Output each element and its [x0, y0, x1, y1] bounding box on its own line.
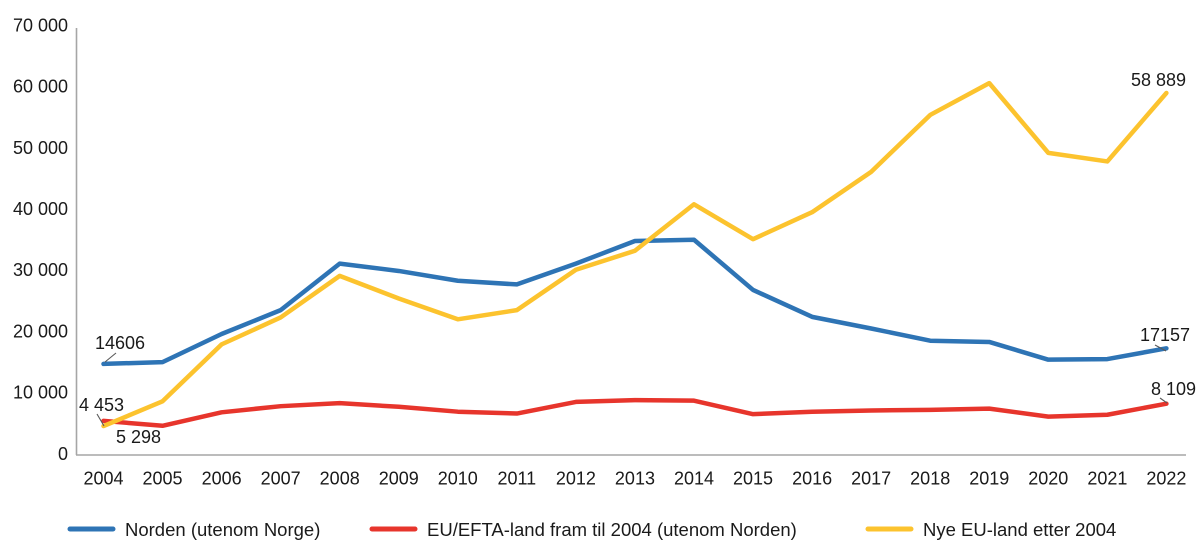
x-tick-label: 2009 [379, 469, 419, 489]
legend-item-3: Nye EU-land etter 2004 [865, 519, 1116, 540]
x-tick-label: 2013 [615, 469, 655, 489]
series-line-1 [101, 237, 1169, 367]
legend-item-2: EU/EFTA-land fram til 2004 (utenom Norde… [369, 519, 797, 540]
x-tick-label: 2019 [969, 469, 1009, 489]
y-tick-label: 30 000 [13, 260, 68, 280]
x-tick-label: 2015 [733, 469, 773, 489]
x-axis-tick-labels: 2004 2005 2006 2007 2008 2009 2010 2011 2012 2013… [83, 469, 1186, 489]
legend-item-1: Norden (utenom Norge) [67, 519, 320, 540]
x-tick-label: 2006 [202, 469, 242, 489]
series-line-2 [101, 397, 1169, 429]
axes [75, 28, 1186, 456]
y-axis-tick-labels: 0 10 000 20 000 30 000 40 000 50 000 60 000 70 … [13, 16, 68, 464]
data-label: 14606 [95, 333, 145, 353]
legend-label: Norden (utenom Norge) [125, 519, 320, 540]
x-tick-label: 2017 [851, 469, 891, 489]
data-label: 4 453 [79, 395, 124, 415]
y-tick-label: 40 000 [13, 199, 68, 219]
x-tick-label: 2007 [261, 469, 301, 489]
x-tick-label: 2012 [556, 469, 596, 489]
data-label-leader-line [1154, 344, 1167, 352]
series-line-3 [101, 80, 1169, 429]
x-tick-label: 2010 [438, 469, 478, 489]
y-tick-label: 60 000 [13, 77, 68, 97]
x-tick-label: 2014 [674, 469, 714, 489]
data-label: 8 109 [1151, 379, 1196, 399]
y-tick-label: 70 000 [13, 16, 68, 36]
x-tick-label: 2021 [1087, 469, 1127, 489]
y-tick-label: 10 000 [13, 383, 68, 403]
data-label: 5 298 [116, 427, 161, 447]
series-lines [101, 80, 1169, 429]
x-tick-label: 2005 [143, 469, 183, 489]
data-label-leader-line [104, 352, 117, 363]
data-label-leader-line [96, 413, 105, 427]
legend: Norden (utenom Norge) EU/EFTA-land fram t… [67, 519, 1116, 540]
legend-label: Nye EU-land etter 2004 [923, 519, 1116, 540]
y-tick-label: 0 [58, 444, 68, 464]
data-label-leader-line [1159, 397, 1168, 404]
data-label: 58 889 [1131, 70, 1186, 90]
x-tick-label: 2011 [497, 469, 536, 489]
data-label: 17157 [1140, 325, 1190, 345]
x-tick-label: 2016 [792, 469, 832, 489]
x-tick-label: 2020 [1028, 469, 1068, 489]
y-tick-label: 50 000 [13, 138, 68, 158]
y-tick-label: 20 000 [13, 321, 68, 341]
legend-label: EU/EFTA-land fram til 2004 (utenom Norde… [427, 519, 797, 540]
x-tick-label: 2022 [1146, 469, 1186, 489]
x-tick-label: 2004 [83, 469, 123, 489]
x-tick-label: 2018 [910, 469, 950, 489]
data-labels: 14606 4 453 5 298 58 889 17157 8 109 [79, 70, 1196, 447]
x-tick-label: 2008 [320, 469, 360, 489]
